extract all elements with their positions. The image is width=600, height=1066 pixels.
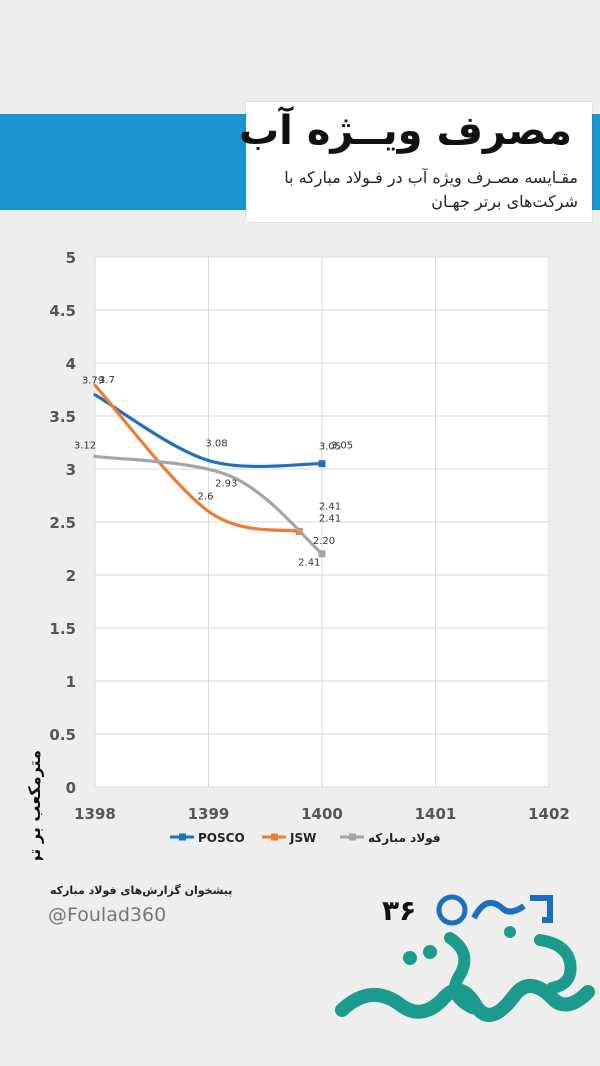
x-tick-labels: 1398 1399 1400 1401 1402 [74,805,570,823]
x-tick-label: 1399 [188,805,230,823]
data-label: 3.05 [331,441,353,452]
series-end-marker [318,460,326,468]
y-tick-label: 2.5 [49,514,76,532]
data-label: 3.79 [82,375,104,386]
data-label: 2.41 [319,502,341,513]
legend-marker [349,833,356,841]
series-lines [93,383,326,558]
y-tick-label: 0 [66,779,76,797]
y-tick-label: 3 [66,461,76,479]
y-tick-label: 1 [66,673,76,691]
legend-marker [179,833,186,841]
x-tick-label: 1398 [74,805,116,823]
series-line [93,383,301,534]
data-labels: 3.7 3.08 3.05 3.79 2.6 2.41 3.12 2.93 2.20 3.05 2.… [74,375,353,569]
grid-lines [94,256,550,788]
data-label: 3.08 [205,439,227,450]
page-subtitle: مقـایسه مصـرف ویژه آب در فـولاد مبارکه ب… [284,168,578,211]
data-label: 2.41 [319,514,341,525]
series-line [93,393,324,469]
y-tick-label: 1.5 [49,620,76,638]
legend-label: JSW [289,831,316,845]
water-consumption-chart: 0 0.5 1 1.5 2 2.5 3 3.5 4 4.5 5 1398 1399 1400 1401 14… [25,249,570,860]
x-tick-label: 1400 [301,805,343,823]
page-title: مصرف ویــژه آب [238,108,572,154]
data-label: 2.20 [313,536,335,547]
data-label: 3.12 [74,440,96,451]
data-label: 2.41 [298,558,320,569]
y-tick-label: 4.5 [49,302,76,320]
data-label: 2.6 [198,491,214,502]
footer-handle: @Foulad360 [48,904,167,926]
y-tick-label: 0.5 [49,726,76,744]
data-label: 3.05 [319,442,341,453]
data-label: 3.7 [99,375,115,386]
y-tick-label: 4 [66,355,76,373]
foulad360-logo: ۳۶ [382,894,553,927]
x-tick-label: 1402 [528,805,570,823]
y-tick-label: 3.5 [49,408,76,426]
foulad360-logo-text: ۳۶ [382,894,416,927]
y-axis-label: مترمکعب بر تن فولاد خام [25,750,44,860]
legend-label: فولاد مبارکه [368,831,441,846]
data-label: 2.93 [215,478,237,489]
title-box: مصرف ویــژه آب مقـایسه مصـرف ویژه آب در … [239,102,592,222]
eqtesad-logo [335,926,595,1022]
y-tick-labels: 0 0.5 1 1.5 2 2.5 3 3.5 4 4.5 5 [49,249,76,797]
series-end-marker [318,550,326,558]
series-line [93,454,324,556]
legend-label: POSCO [198,831,245,845]
y-tick-label: 2 [66,567,76,585]
legend-marker [271,833,278,841]
legend: POSCO JSW فولاد مبارکه [170,831,441,846]
y-tick-label: 5 [66,249,76,267]
footer-label: پیشخوان گزارش‌های فولاد مبارکه [50,884,233,897]
x-tick-label: 1401 [415,805,457,823]
